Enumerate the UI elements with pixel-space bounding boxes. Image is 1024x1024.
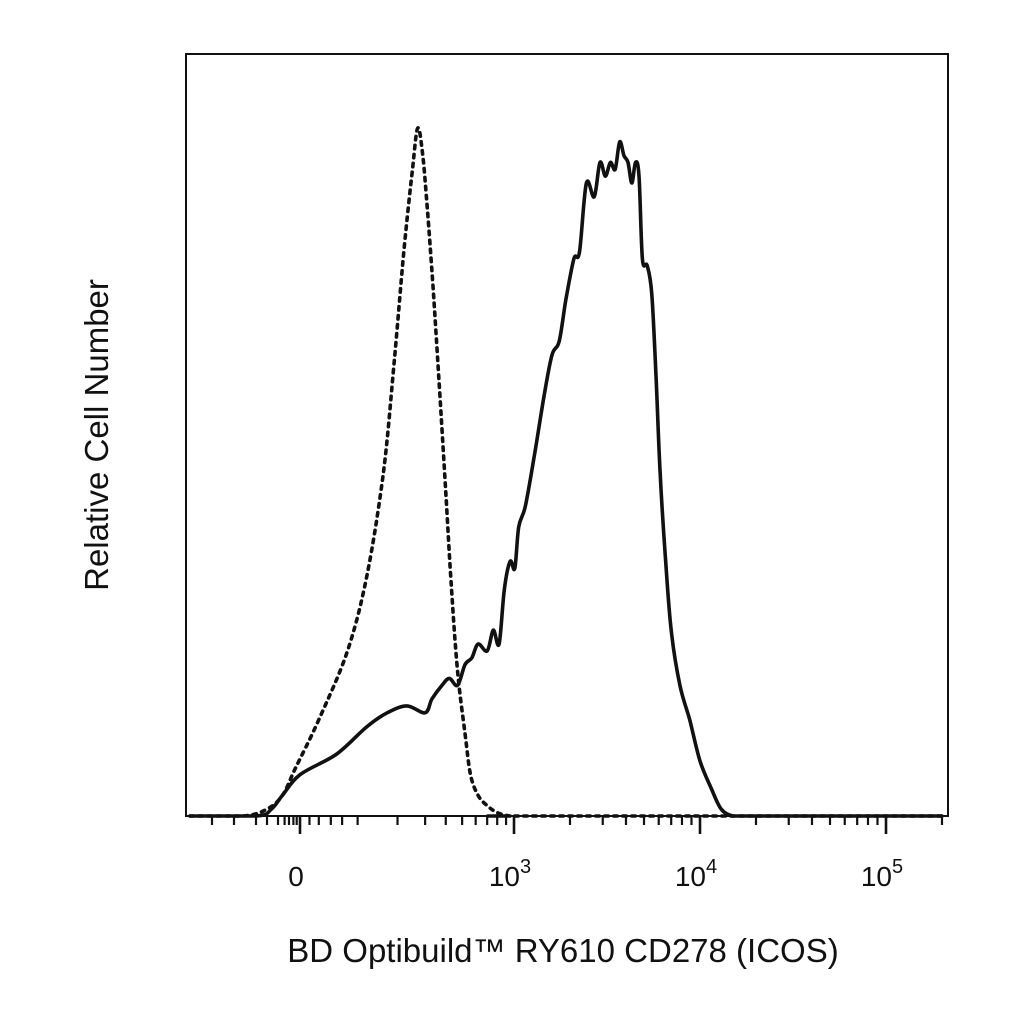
- y-axis-label: Relative Cell Number: [78, 279, 115, 591]
- stained-sample-histogram-line: [188, 139, 944, 818]
- plot-frame: [185, 53, 949, 817]
- series-layer: [188, 126, 944, 818]
- x-tick-label: 105: [861, 856, 903, 892]
- x-tick-labels: 0 103 104 105: [288, 856, 903, 892]
- major-ticks: [298, 816, 888, 834]
- x-tick-label: 104: [675, 856, 717, 892]
- x-tick-label: 103: [489, 856, 531, 892]
- unstained-control-histogram-line: [188, 126, 944, 818]
- minor-ticks: [210, 816, 944, 825]
- x-axis-label: BD Optibuild™ RY610 CD278 (ICOS): [287, 932, 838, 969]
- x-tick-label: 0: [288, 861, 304, 892]
